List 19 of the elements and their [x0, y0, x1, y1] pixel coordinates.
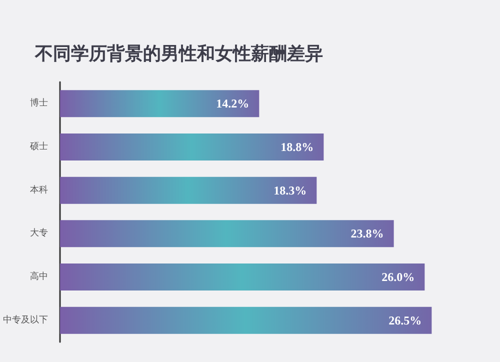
bar [60, 220, 394, 248]
y-tick-label: 博士 [30, 98, 48, 109]
data-label: 14.2% [216, 96, 250, 111]
data-label: 18.3% [274, 183, 307, 198]
data-label: 26.5% [388, 313, 422, 328]
y-tick-label: 高中 [30, 271, 48, 282]
data-label: 23.8% [350, 226, 384, 241]
y-tick-label: 中专及以下 [3, 314, 48, 326]
y-tick-label: 本科 [30, 184, 48, 196]
bar [60, 134, 324, 160]
y-tick-label: 大专 [30, 228, 48, 239]
bar [60, 90, 260, 118]
bar [60, 264, 425, 290]
y-tick-label: 硕士 [29, 141, 48, 152]
chart-title: 不同学历背景的男性和女性薪酬差异 [34, 44, 323, 64]
bar [60, 306, 432, 334]
data-label: 18.8% [280, 140, 314, 154]
bar [60, 176, 317, 204]
data-label: 26.0% [382, 270, 415, 284]
